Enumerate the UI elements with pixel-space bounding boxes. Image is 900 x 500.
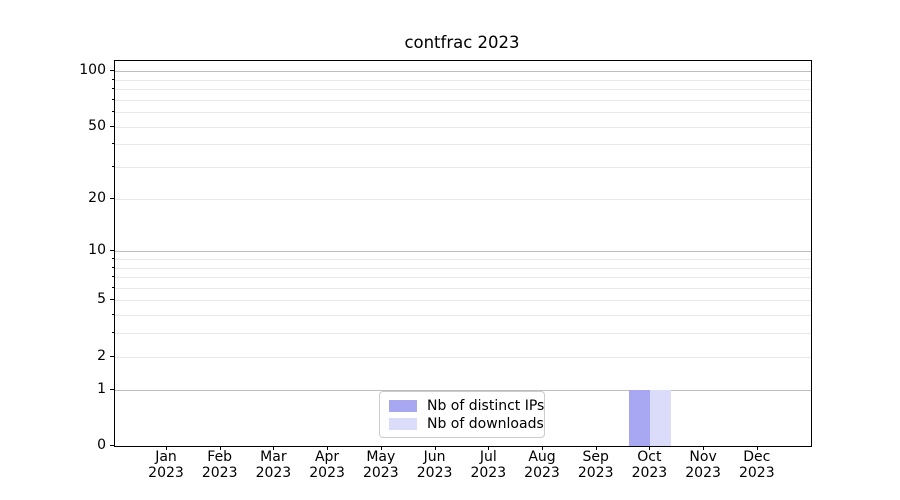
gridline-y-90 xyxy=(115,79,811,81)
x-tick-sep xyxy=(595,446,597,450)
y-minor-tick-5 xyxy=(111,299,114,301)
x-tick-jun xyxy=(434,446,436,450)
y-minor-tick-2 xyxy=(111,355,114,357)
y-minor-tick-50 xyxy=(111,125,114,127)
y-minor-tick-4 xyxy=(111,314,114,316)
x-tick-oct xyxy=(649,446,651,450)
gridline-y-100 xyxy=(115,71,811,72)
legend-label-distinct-ips: Nb of distinct IPs xyxy=(427,397,545,414)
y-tick-label-50: 50 xyxy=(88,117,106,134)
x-tick-mar xyxy=(273,446,275,450)
x-tick-nov xyxy=(703,446,705,450)
legend: Nb of distinct IPs Nb of downloads xyxy=(379,391,545,438)
x-tick-apr xyxy=(327,446,329,450)
legend-label-downloads: Nb of downloads xyxy=(427,415,544,432)
y-minor-tick-80 xyxy=(111,87,114,89)
gridline-y-6 xyxy=(115,287,811,289)
x-tick-label-oct: Oct 2023 xyxy=(631,449,668,481)
x-tick-dec xyxy=(756,446,758,450)
x-tick-label-mar: Mar 2023 xyxy=(255,449,292,481)
gridline-y-70 xyxy=(115,99,811,101)
y-tick-1 xyxy=(110,388,114,390)
gridline-y-30 xyxy=(115,167,811,168)
x-tick-label-feb: Feb 2023 xyxy=(201,449,238,481)
y-tick-label-1: 1 xyxy=(97,380,106,397)
plot-area: Nb of distinct IPs Nb of downloads xyxy=(114,60,812,447)
y-minor-tick-8 xyxy=(111,266,114,268)
gridline-y-20 xyxy=(115,198,811,200)
chart-title: contfrac 2023 xyxy=(404,33,520,52)
bar-nb-of-downloads-oct xyxy=(650,389,672,446)
y-minor-tick-40 xyxy=(111,143,114,145)
gridline-y-60 xyxy=(115,112,811,113)
gridline-y-2 xyxy=(115,356,811,358)
x-tick-label-may: May 2023 xyxy=(362,449,399,481)
x-tick-label-jan: Jan 2023 xyxy=(148,449,184,481)
y-minor-tick-70 xyxy=(111,98,114,100)
bar-nb-of-distinct-ips-oct xyxy=(629,389,651,446)
gridline-y-3 xyxy=(115,333,811,335)
y-minor-tick-90 xyxy=(111,78,114,80)
y-tick-10 xyxy=(110,250,114,252)
x-tick-label-dec: Dec 2023 xyxy=(738,449,775,481)
x-tick-label-jun: Jun 2023 xyxy=(416,449,453,481)
gridline-y-1 xyxy=(115,389,811,391)
x-tick-may xyxy=(380,446,382,450)
y-minor-tick-6 xyxy=(111,286,114,288)
gridline-y-40 xyxy=(115,144,811,146)
y-tick-label-0: 0 xyxy=(97,437,106,453)
y-tick-label-2: 2 xyxy=(97,347,106,364)
gridline-y-10 xyxy=(115,251,811,253)
legend-swatch-downloads xyxy=(389,417,417,430)
x-tick-feb xyxy=(219,446,221,450)
y-minor-tick-30 xyxy=(111,166,114,167)
y-minor-tick-3 xyxy=(111,332,114,334)
x-tick-label-nov: Nov 2023 xyxy=(685,449,721,481)
x-tick-jan xyxy=(166,446,167,450)
y-tick-100 xyxy=(110,70,114,71)
legend-swatch-distinct-ips xyxy=(389,399,417,412)
gridline-y-5 xyxy=(115,300,811,302)
y-tick-label-100: 100 xyxy=(79,62,106,78)
x-tick-label-apr: Apr 2023 xyxy=(309,449,345,481)
gridline-y-8 xyxy=(115,267,811,269)
y-minor-tick-20 xyxy=(111,197,114,199)
x-tick-label-jul: Jul 2023 xyxy=(470,449,507,481)
legend-row-downloads: Nb of downloads xyxy=(389,416,544,431)
gridline-y-7 xyxy=(115,277,811,278)
gridline-y-9 xyxy=(115,258,811,260)
x-tick-label-aug: Aug 2023 xyxy=(524,449,560,481)
gridline-y-4 xyxy=(115,315,811,317)
y-minor-tick-60 xyxy=(111,111,114,112)
y-tick-label-5: 5 xyxy=(97,291,106,308)
y-tick-label-10: 10 xyxy=(88,242,106,259)
gridline-y-50 xyxy=(115,126,811,128)
legend-row-distinct-ips: Nb of distinct IPs xyxy=(389,398,544,413)
y-minor-tick-7 xyxy=(111,276,114,277)
gridline-y-80 xyxy=(115,88,811,90)
x-tick-label-sep: Sep 2023 xyxy=(577,449,614,481)
y-tick-0 xyxy=(110,445,114,446)
x-tick-aug xyxy=(542,446,543,450)
y-tick-label-20: 20 xyxy=(88,189,106,206)
x-tick-jul xyxy=(488,446,490,450)
y-minor-tick-9 xyxy=(111,257,114,259)
